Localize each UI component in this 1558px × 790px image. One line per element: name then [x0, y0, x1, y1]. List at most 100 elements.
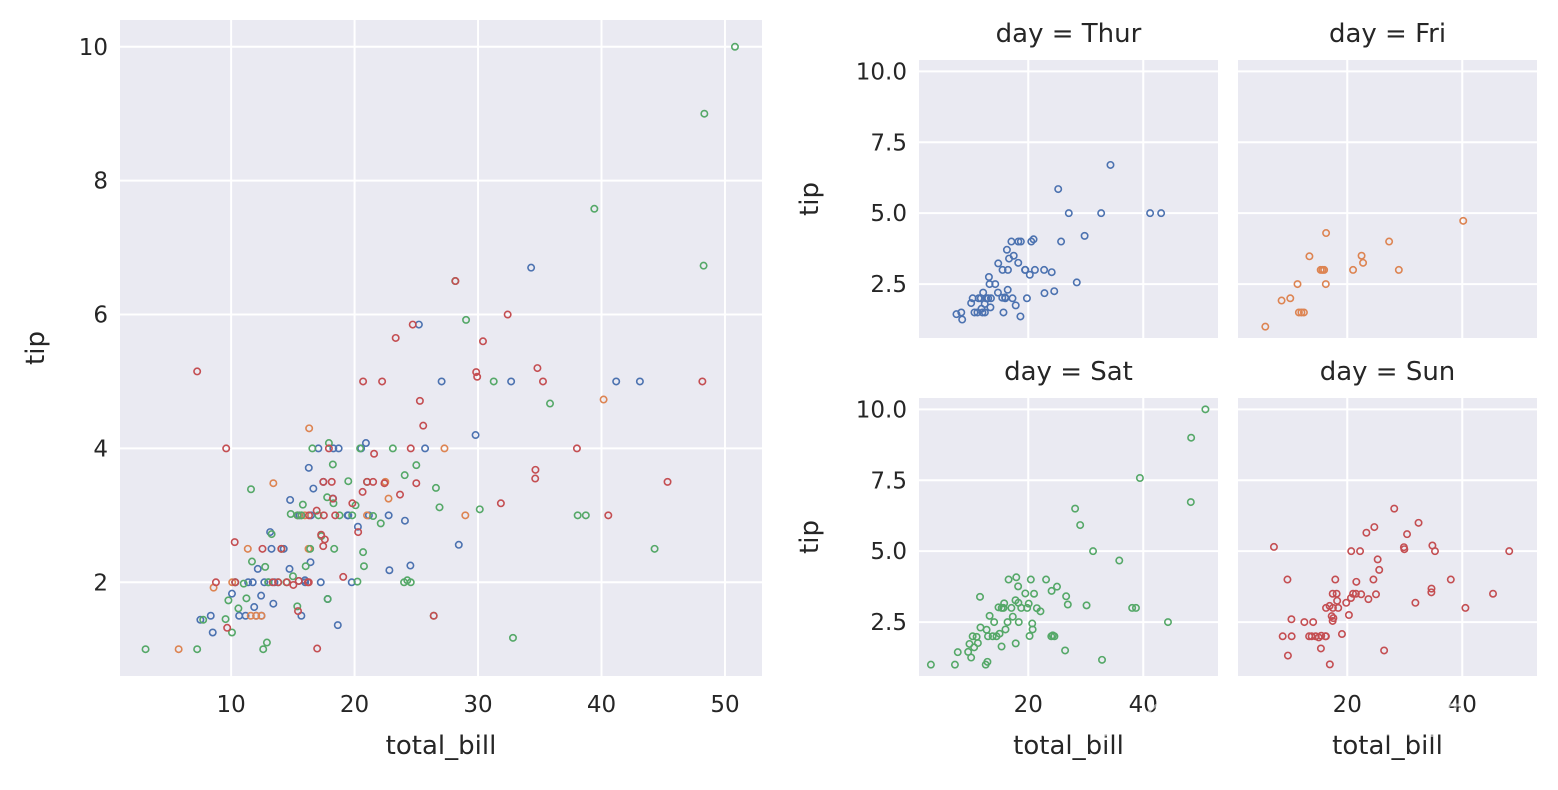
data-point [699, 261, 708, 270]
data-point [1030, 265, 1039, 274]
data-point [1135, 473, 1144, 482]
data-point [970, 308, 979, 317]
data-point [1021, 589, 1030, 598]
data-point [1349, 589, 1358, 598]
y-tick-label: 10.0 [856, 59, 907, 85]
data-point [1459, 216, 1468, 225]
data-point [206, 611, 215, 620]
data-point [1000, 599, 1009, 608]
data-point [531, 474, 540, 483]
data-point [261, 562, 270, 571]
data-point [967, 299, 976, 308]
data-point [1008, 612, 1017, 621]
data-point [958, 315, 967, 324]
data-point [316, 578, 325, 587]
x-tick-label: 40 [1129, 692, 1158, 718]
data-point [967, 653, 976, 662]
data-point [1106, 160, 1115, 169]
data-point [246, 485, 255, 494]
data-point [1157, 209, 1166, 218]
data-point [981, 660, 990, 669]
facet-panel-fri: day = Fri [1238, 19, 1537, 338]
data-point [440, 444, 449, 453]
data-point [437, 377, 446, 386]
data-point [313, 644, 322, 653]
data-point [1071, 504, 1080, 513]
x-tick-label: 30 [463, 692, 492, 718]
data-point [412, 461, 421, 470]
facet-title: day = Sun [1320, 357, 1456, 387]
data-point [1004, 575, 1013, 584]
data-point [1047, 586, 1056, 595]
data-point [1002, 245, 1011, 254]
data-point [335, 511, 344, 520]
data-point [999, 603, 1008, 612]
data-point [968, 632, 977, 641]
data-point [973, 639, 982, 648]
data-point [269, 479, 278, 488]
data-point [1061, 646, 1070, 655]
data-point [1003, 618, 1012, 627]
data-point [1305, 252, 1314, 261]
data-point [208, 628, 217, 637]
plot-area [919, 398, 1218, 676]
data-point [1390, 504, 1399, 513]
data-point [1057, 237, 1066, 246]
data-point [1053, 582, 1062, 591]
x-tick-label: 20 [1333, 692, 1362, 718]
x-axis-label: total_bill [386, 731, 497, 761]
data-point [1294, 308, 1303, 317]
data-point [293, 602, 302, 611]
data-point [1027, 237, 1036, 246]
data-point [527, 263, 536, 272]
data-point [314, 511, 323, 520]
data-point [1320, 265, 1329, 274]
data-point [1098, 655, 1107, 664]
data-point [1011, 639, 1020, 648]
data-point [305, 424, 314, 433]
data-point [1036, 607, 1045, 616]
data-point [1163, 618, 1172, 627]
data-point [222, 444, 231, 453]
data-point [573, 511, 582, 520]
data-point [359, 562, 368, 571]
data-point [462, 315, 471, 324]
x-tick-label: 40 [1448, 692, 1477, 718]
data-point [991, 280, 1000, 289]
data-point [1025, 632, 1034, 641]
data-point [324, 444, 333, 453]
data-point [454, 540, 463, 549]
data-point [1430, 547, 1439, 556]
data-point [1007, 603, 1016, 612]
data-point [400, 516, 409, 525]
data-point [277, 544, 286, 553]
data-point [451, 277, 460, 286]
data-point [1322, 229, 1331, 238]
data-point [268, 578, 277, 587]
data-point [1316, 644, 1325, 653]
data-point [388, 444, 397, 453]
data-point [1014, 237, 1023, 246]
x-tick-label: 20 [1014, 692, 1043, 718]
data-point [1380, 646, 1389, 655]
data-point [1331, 575, 1340, 584]
data-point [421, 444, 430, 453]
y-tick-label: 5.0 [870, 201, 907, 227]
data-point [1373, 555, 1382, 564]
data-point [1403, 530, 1412, 539]
data-point [359, 377, 368, 386]
data-point [978, 308, 987, 317]
data-point [998, 265, 1007, 274]
data-point [997, 642, 1006, 651]
data-point [1146, 209, 1155, 218]
data-point [193, 367, 202, 376]
data-point [1321, 632, 1330, 641]
data-point [1342, 598, 1351, 607]
data-point [253, 564, 262, 573]
data-point [1076, 521, 1085, 530]
data-point [1021, 265, 1030, 274]
data-point [300, 511, 309, 520]
data-point [980, 308, 989, 317]
data-point [305, 511, 314, 520]
